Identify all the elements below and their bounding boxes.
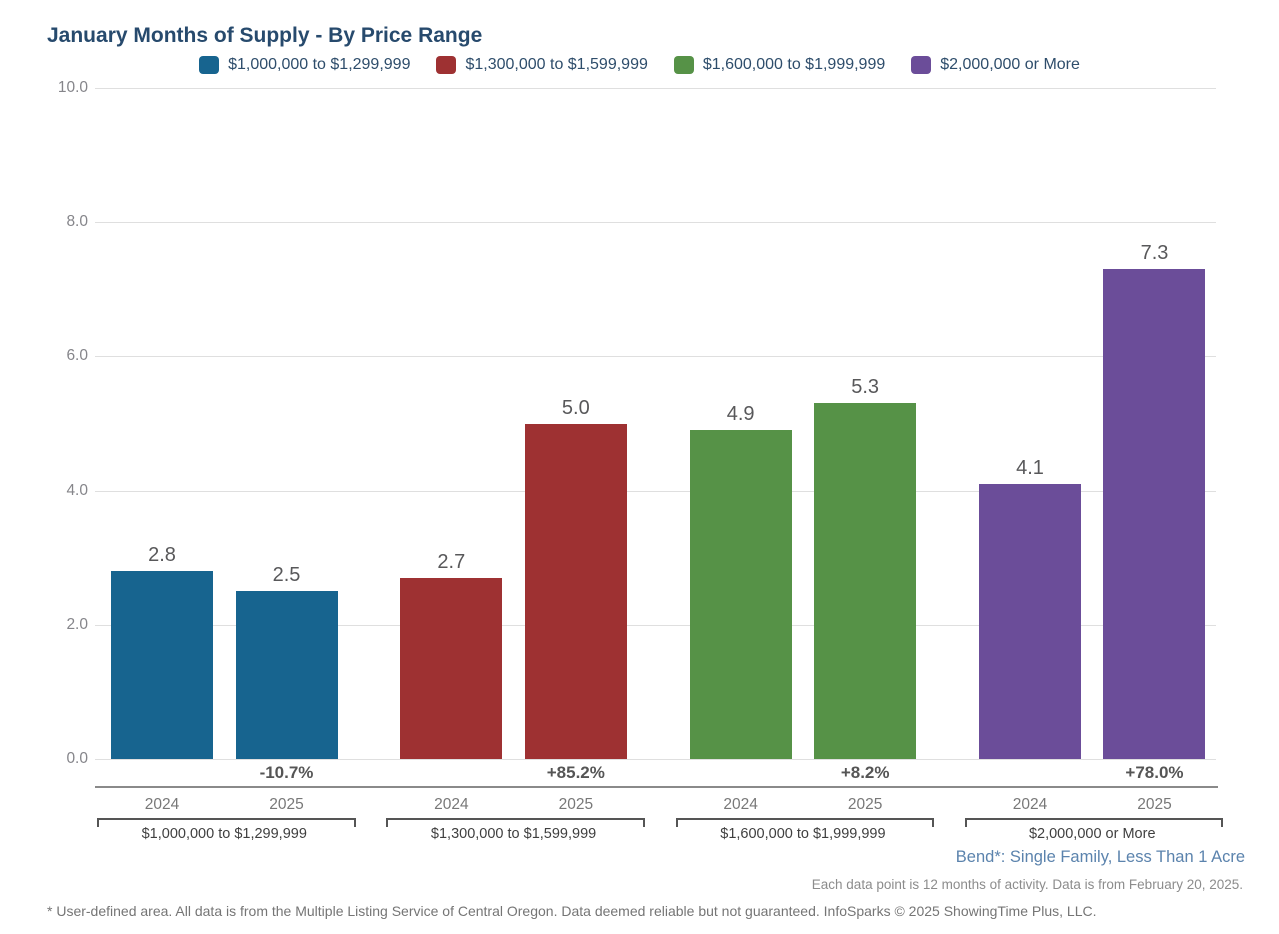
gridline-8.0 bbox=[95, 222, 1216, 224]
price-range-label: $1,300,000 to $1,599,999 bbox=[430, 826, 597, 842]
legend-label: $1,600,000 to $1,999,999 bbox=[702, 56, 886, 73]
legend-item-1[interactable]: $1,300,000 to $1,599,999 bbox=[436, 56, 648, 74]
x-tick-year-label: 2025 bbox=[1137, 796, 1172, 813]
bar-2024-group-2[interactable] bbox=[689, 430, 792, 759]
gridline-0.0 bbox=[95, 759, 1216, 760]
bar-value-label: 4.1 bbox=[1016, 456, 1044, 479]
x-tick-year-label: 2025 bbox=[269, 796, 304, 813]
bar-value-label: 5.3 bbox=[851, 376, 880, 399]
x-tick-year-label: 2024 bbox=[144, 796, 180, 813]
gridline-2.0 bbox=[95, 624, 1216, 626]
legend-swatch-icon bbox=[673, 56, 694, 74]
bar-2025-group-0[interactable] bbox=[235, 591, 338, 759]
gridline-6.0 bbox=[95, 356, 1216, 358]
area-note: Bend*: Single Family, Less Than 1 Acre bbox=[955, 848, 1245, 866]
bar-value-label: 2.5 bbox=[272, 564, 301, 587]
bar-value-label: 2.8 bbox=[148, 544, 176, 567]
y-tick-label: 0.0 bbox=[66, 750, 88, 767]
percent-change-label: +8.2% bbox=[840, 763, 890, 782]
bar-2024-group-1[interactable] bbox=[400, 577, 503, 759]
bar-value-label: 4.9 bbox=[726, 403, 755, 426]
bar-value-label: 2.7 bbox=[437, 550, 466, 573]
group-bracket bbox=[964, 818, 1224, 827]
legend-item-0[interactable]: $1,000,000 to $1,299,999 bbox=[199, 56, 410, 74]
x-axis-line bbox=[95, 786, 1218, 788]
chart-legend: $1,000,000 to $1,299,999 $1,300,000 to $1… bbox=[0, 56, 1279, 74]
legend-label: $2,000,000 or More bbox=[940, 56, 1080, 73]
chart-title: January Months of Supply - By Price Rang… bbox=[47, 24, 483, 47]
legend-swatch-icon bbox=[911, 56, 932, 74]
x-tick-year-label: 2024 bbox=[723, 796, 758, 813]
legend-swatch-icon bbox=[436, 56, 457, 74]
gridline-4.0 bbox=[95, 490, 1216, 492]
bar-2025-group-3[interactable] bbox=[1103, 269, 1206, 759]
x-tick-year-label: 2024 bbox=[1012, 796, 1048, 813]
legend-item-3[interactable]: $2,000,000 or More bbox=[911, 56, 1080, 74]
price-range-label: $1,000,000 to $1,299,999 bbox=[141, 826, 307, 842]
group-bracket bbox=[386, 818, 645, 827]
y-tick-label: 2.0 bbox=[66, 615, 88, 633]
group-bracket bbox=[675, 818, 935, 827]
y-tick-label: 4.0 bbox=[66, 481, 88, 499]
bar-2025-group-2[interactable] bbox=[814, 403, 917, 759]
legend-item-2[interactable]: $1,600,000 to $1,999,999 bbox=[673, 56, 886, 74]
legend-swatch-icon bbox=[199, 56, 220, 74]
percent-change-label: +78.0% bbox=[1125, 763, 1184, 782]
gridline-10.0 bbox=[95, 88, 1216, 89]
bar-value-label: 7.3 bbox=[1140, 242, 1169, 265]
group-bracket bbox=[97, 818, 356, 827]
y-tick-label: 10.0 bbox=[57, 79, 88, 96]
bar-2025-group-1[interactable] bbox=[524, 423, 627, 759]
x-tick-year-label: 2025 bbox=[558, 796, 594, 813]
data-note: Each data point is 12 months of activity… bbox=[811, 877, 1243, 892]
legend-label: $1,000,000 to $1,299,999 bbox=[228, 56, 411, 73]
x-tick-year-label: 2024 bbox=[434, 796, 469, 813]
price-range-label: $2,000,000 or More bbox=[1028, 826, 1156, 842]
bar-value-label: 5.0 bbox=[561, 396, 590, 419]
percent-change-label: -10.7% bbox=[259, 763, 314, 782]
disclaimer-text: * User-defined area. All data is from th… bbox=[47, 903, 1097, 919]
bar-2024-group-0[interactable] bbox=[111, 571, 213, 759]
percent-change-label: +85.2% bbox=[546, 763, 605, 782]
bar-2024-group-3[interactable] bbox=[978, 483, 1081, 759]
legend-label: $1,300,000 to $1,599,999 bbox=[465, 56, 648, 73]
y-tick-label: 8.0 bbox=[66, 213, 88, 231]
price-range-label: $1,600,000 to $1,999,999 bbox=[720, 826, 886, 842]
x-tick-year-label: 2025 bbox=[847, 796, 883, 813]
y-tick-label: 6.0 bbox=[66, 347, 88, 365]
